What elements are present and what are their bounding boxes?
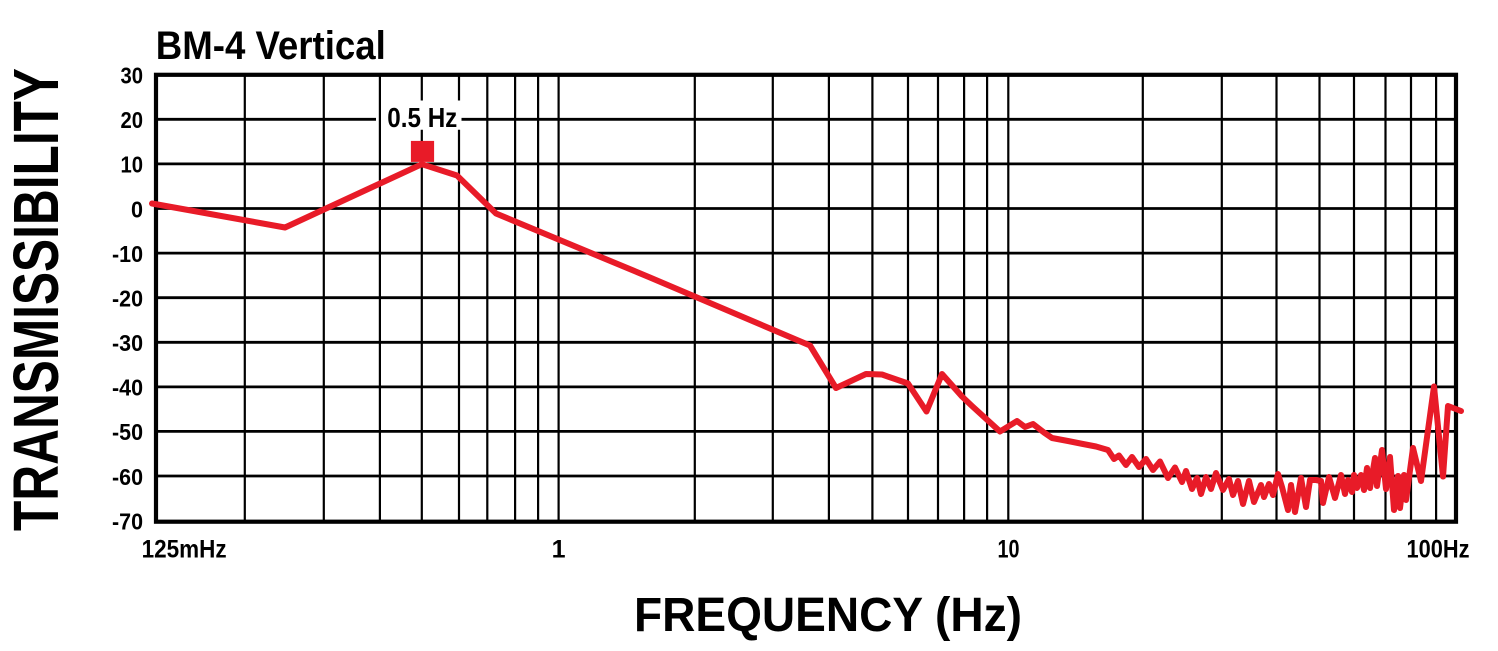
svg-text:-60: -60 xyxy=(112,464,143,490)
svg-text:10: 10 xyxy=(121,152,144,178)
svg-text:-40: -40 xyxy=(112,375,143,401)
svg-text:-50: -50 xyxy=(112,419,143,445)
svg-text:-70: -70 xyxy=(112,508,143,534)
svg-text:125mHz: 125mHz xyxy=(142,536,227,564)
svg-text:-10: -10 xyxy=(112,241,143,267)
svg-text:FREQUENCY (Hz): FREQUENCY (Hz) xyxy=(634,589,1022,642)
svg-text:20: 20 xyxy=(121,107,144,133)
svg-text:0: 0 xyxy=(131,196,143,222)
svg-text:100Hz: 100Hz xyxy=(1407,536,1470,564)
svg-text:10: 10 xyxy=(998,536,1020,564)
svg-text:-20: -20 xyxy=(112,286,143,312)
svg-text:-30: -30 xyxy=(112,330,143,356)
svg-text:30: 30 xyxy=(121,63,144,89)
svg-text:1: 1 xyxy=(552,536,566,564)
svg-text:0.5 Hz: 0.5 Hz xyxy=(387,102,457,133)
svg-text:TRANSMISSIBILITY: TRANSMISSIBILITY xyxy=(0,68,72,531)
svg-text:BM-4 Vertical: BM-4 Vertical xyxy=(156,24,386,68)
